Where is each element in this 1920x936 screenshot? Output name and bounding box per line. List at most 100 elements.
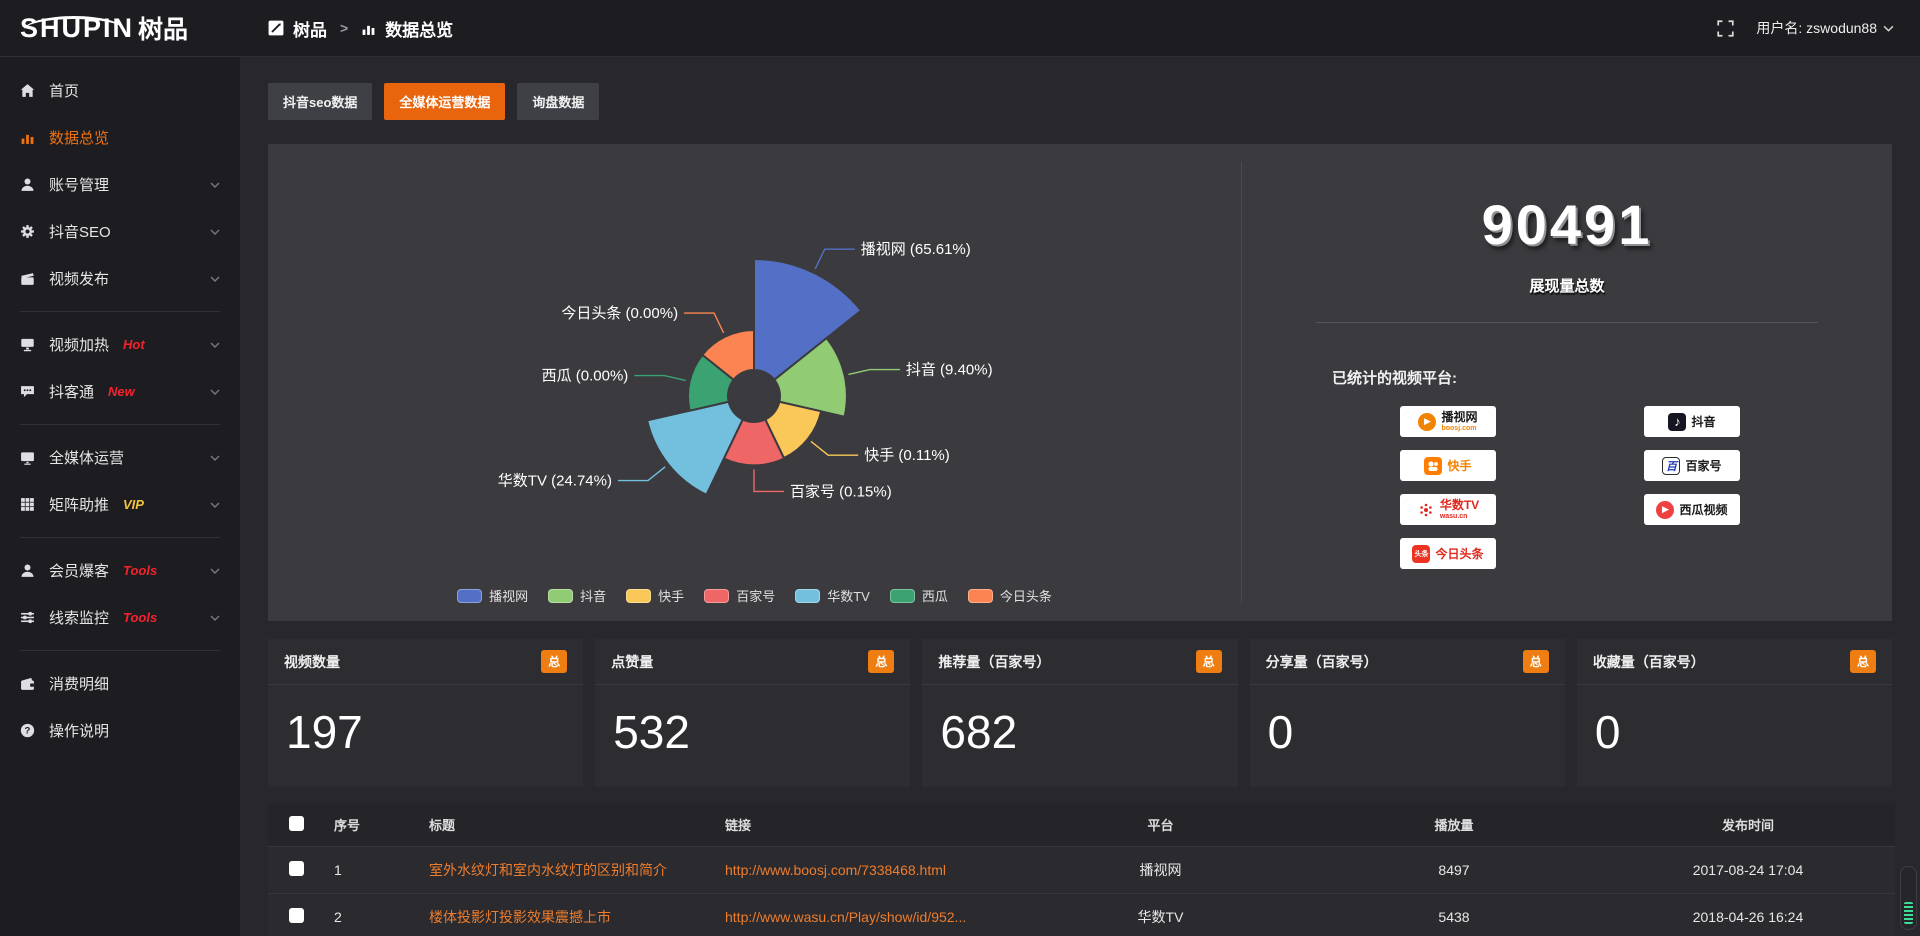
cell-url-link[interactable]: http://www.wasu.cn/Play/show/id/952... [725,908,967,925]
platform-badge-baijiahao: 百 百家号 [1644,450,1740,481]
pie-slice-6[interactable] [700,328,755,382]
chevron-down-icon [210,276,220,282]
sidebar-item-account-management[interactable]: 账号管理 [0,161,240,208]
table-row: 2 楼体投影灯投影效果震撼上市 http://www.wasu.cn/Play/… [268,893,1895,936]
user-menu[interactable]: 用户名: zswodun88 [1756,18,1894,38]
sidebar-divider [20,537,220,538]
sidebar-item-video-boost[interactable]: 视频加热 Hot [0,321,240,368]
wasu-logo-icon [1417,501,1435,519]
tab-omnimedia-operation-data[interactable]: 全媒体运营数据 [384,83,506,120]
column-header-index: 序号 [324,804,419,846]
column-header-platform: 平台 [1014,804,1307,846]
stat-card-label: 视频数量 [284,653,340,670]
select-all-checkbox[interactable] [288,815,304,831]
sidebar-item-label: 抖客通 [49,384,95,401]
row-checkbox[interactable] [288,860,304,876]
legend-item[interactable]: 快手 [626,586,684,605]
svg-text:?: ? [25,726,31,737]
total-badge[interactable]: 总 [1850,650,1877,673]
stat-card-value: 682 [940,706,1018,758]
sidebar-item-member-baoke[interactable]: 会员爆客 Tools [0,547,240,594]
baijiahao-logo-icon: 百 [1662,456,1681,475]
legend-item[interactable]: 华数TV [795,586,870,605]
platform-badge-label: 今日头条 [1435,547,1484,561]
sidebar-item-matrix-push[interactable]: 矩阵助推 VIP [0,481,240,528]
kuaishou-logo-icon [1424,456,1443,475]
legend-swatch [795,588,821,603]
sidebar-item-douketong[interactable]: 抖客通 New [0,368,240,415]
row-checkbox[interactable] [288,907,304,923]
total-badge[interactable]: 总 [868,650,895,673]
platform-badge-douyin: ♪ 抖音 [1644,406,1740,437]
legend-item[interactable]: 西瓜 [889,586,948,605]
sidebar-item-label: 矩阵助推 [49,497,110,514]
sidebar-item-data-overview[interactable]: 数据总览 [0,114,240,161]
help-circle-icon: ? [20,723,35,738]
legend-item[interactable]: 抖音 [548,586,606,605]
bar-chart-icon [20,130,35,145]
logo-suffix: 树品 [138,16,189,44]
username-label: 用户名: zswodun88 [1756,20,1877,36]
edit-square-icon [268,20,284,36]
total-badge[interactable]: 总 [1522,650,1549,673]
sidebar-item-video-publish[interactable]: 视频发布 [0,255,240,302]
sidebar: 首页 数据总览 账号管理 抖音SEO 视频发布 视频加热 Hot 抖客通 New… [0,57,240,936]
legend-item[interactable]: 播视网 [457,586,528,605]
label-leader-line [814,248,855,270]
summary-divider [1316,322,1818,323]
legend-item[interactable]: 今日头条 [967,586,1052,605]
videos-table: 序号 标题 链接 平台 播放量 发布时间 1 室外水纹灯和室内水纹灯的区别和简介… [268,804,1895,936]
sidebar-item-operation-guide[interactable]: ? 操作说明 [0,707,240,754]
stat-card-video-count: 视频数量 总 197 [268,639,584,787]
clapperboard-icon [20,271,35,286]
pie-slice-label: 快手 (0.11%) [864,447,950,464]
panel-divider [1241,162,1242,603]
pie-slice-0[interactable] [753,257,863,382]
new-badge: New [108,384,135,399]
cell-title-link[interactable]: 室外水纹灯和室内水纹灯的区别和简介 [429,861,667,878]
pie-slice-label: 播视网 (65.61%) [861,241,971,258]
tab-douyin-seo-data[interactable]: 抖音seo数据 [268,83,373,120]
column-header-publish-time: 发布时间 [1601,804,1895,846]
stat-card-favorites: 收藏量（百家号） 总 0 [1576,639,1893,787]
tab-inquiry-data[interactable]: 询盘数据 [517,83,600,120]
breadcrumb-root[interactable]: 树品 [293,20,327,40]
cell-publish-time: 2018-04-26 16:24 [1692,908,1804,925]
home-icon [20,83,35,98]
sidebar-divider [20,311,220,312]
label-leader-line [634,374,686,382]
platform-badge-label: 播视网 [1441,410,1478,424]
boosj-logo-icon: ▶ [1418,412,1437,431]
topbar: SHUPIN 树品 树品 > 数据总览 用户名: zswodun88 [0,0,1920,57]
label-leader-line [848,368,900,376]
gear-icon [20,224,35,239]
platform-share-chart: 播视网 (65.61%) 抖音 (9.40%) 快手 (0.11%) 百家号 (0.1… [268,144,1241,621]
sidebar-item-label: 视频发布 [49,271,110,288]
stat-card-label: 收藏量（百家号） [1592,653,1705,670]
cell-url-link[interactable]: http://www.boosj.com/7338468.html [725,861,947,878]
legend-item[interactable]: 百家号 [704,586,775,605]
pie-slice-label: 今日头条 (0.00%) [561,305,678,322]
table-header-row: 序号 标题 链接 平台 播放量 发布时间 [268,804,1895,846]
cell-index: 1 [334,861,342,878]
cell-title-link[interactable]: 楼体投影灯投影效果震撼上市 [429,908,611,925]
sidebar-item-douyin-seo[interactable]: 抖音SEO [0,208,240,255]
brand-logo: SHUPIN 树品 [0,10,240,46]
floating-scroll-widget[interactable] [1900,866,1917,930]
column-header-title: 标题 [419,804,715,846]
platform-badge-xigua: ▶ 西瓜视频 [1644,494,1740,525]
pie-slice-4[interactable] [645,400,745,497]
overview-panel: 播视网 (65.61%) 抖音 (9.40%) 快手 (0.11%) 百家号 (0.1… [268,144,1892,621]
chat-bubble-icon [20,384,35,399]
total-badge[interactable]: 总 [1195,650,1222,673]
sidebar-item-home[interactable]: 首页 [0,67,240,114]
fullscreen-icon[interactable] [1717,19,1735,37]
stat-card-value: 0 [1267,706,1294,758]
user-icon [20,177,35,192]
pie-slice-1[interactable] [772,336,848,418]
sidebar-item-lead-monitor[interactable]: 线索监控 Tools [0,594,240,641]
total-badge[interactable]: 总 [541,650,568,673]
sidebar-item-omnimedia-operation[interactable]: 全媒体运营 [0,434,240,481]
sidebar-item-consumption-detail[interactable]: 消费明细 [0,660,240,707]
stat-card-shares: 分享量（百家号） 总 0 [1249,639,1565,787]
